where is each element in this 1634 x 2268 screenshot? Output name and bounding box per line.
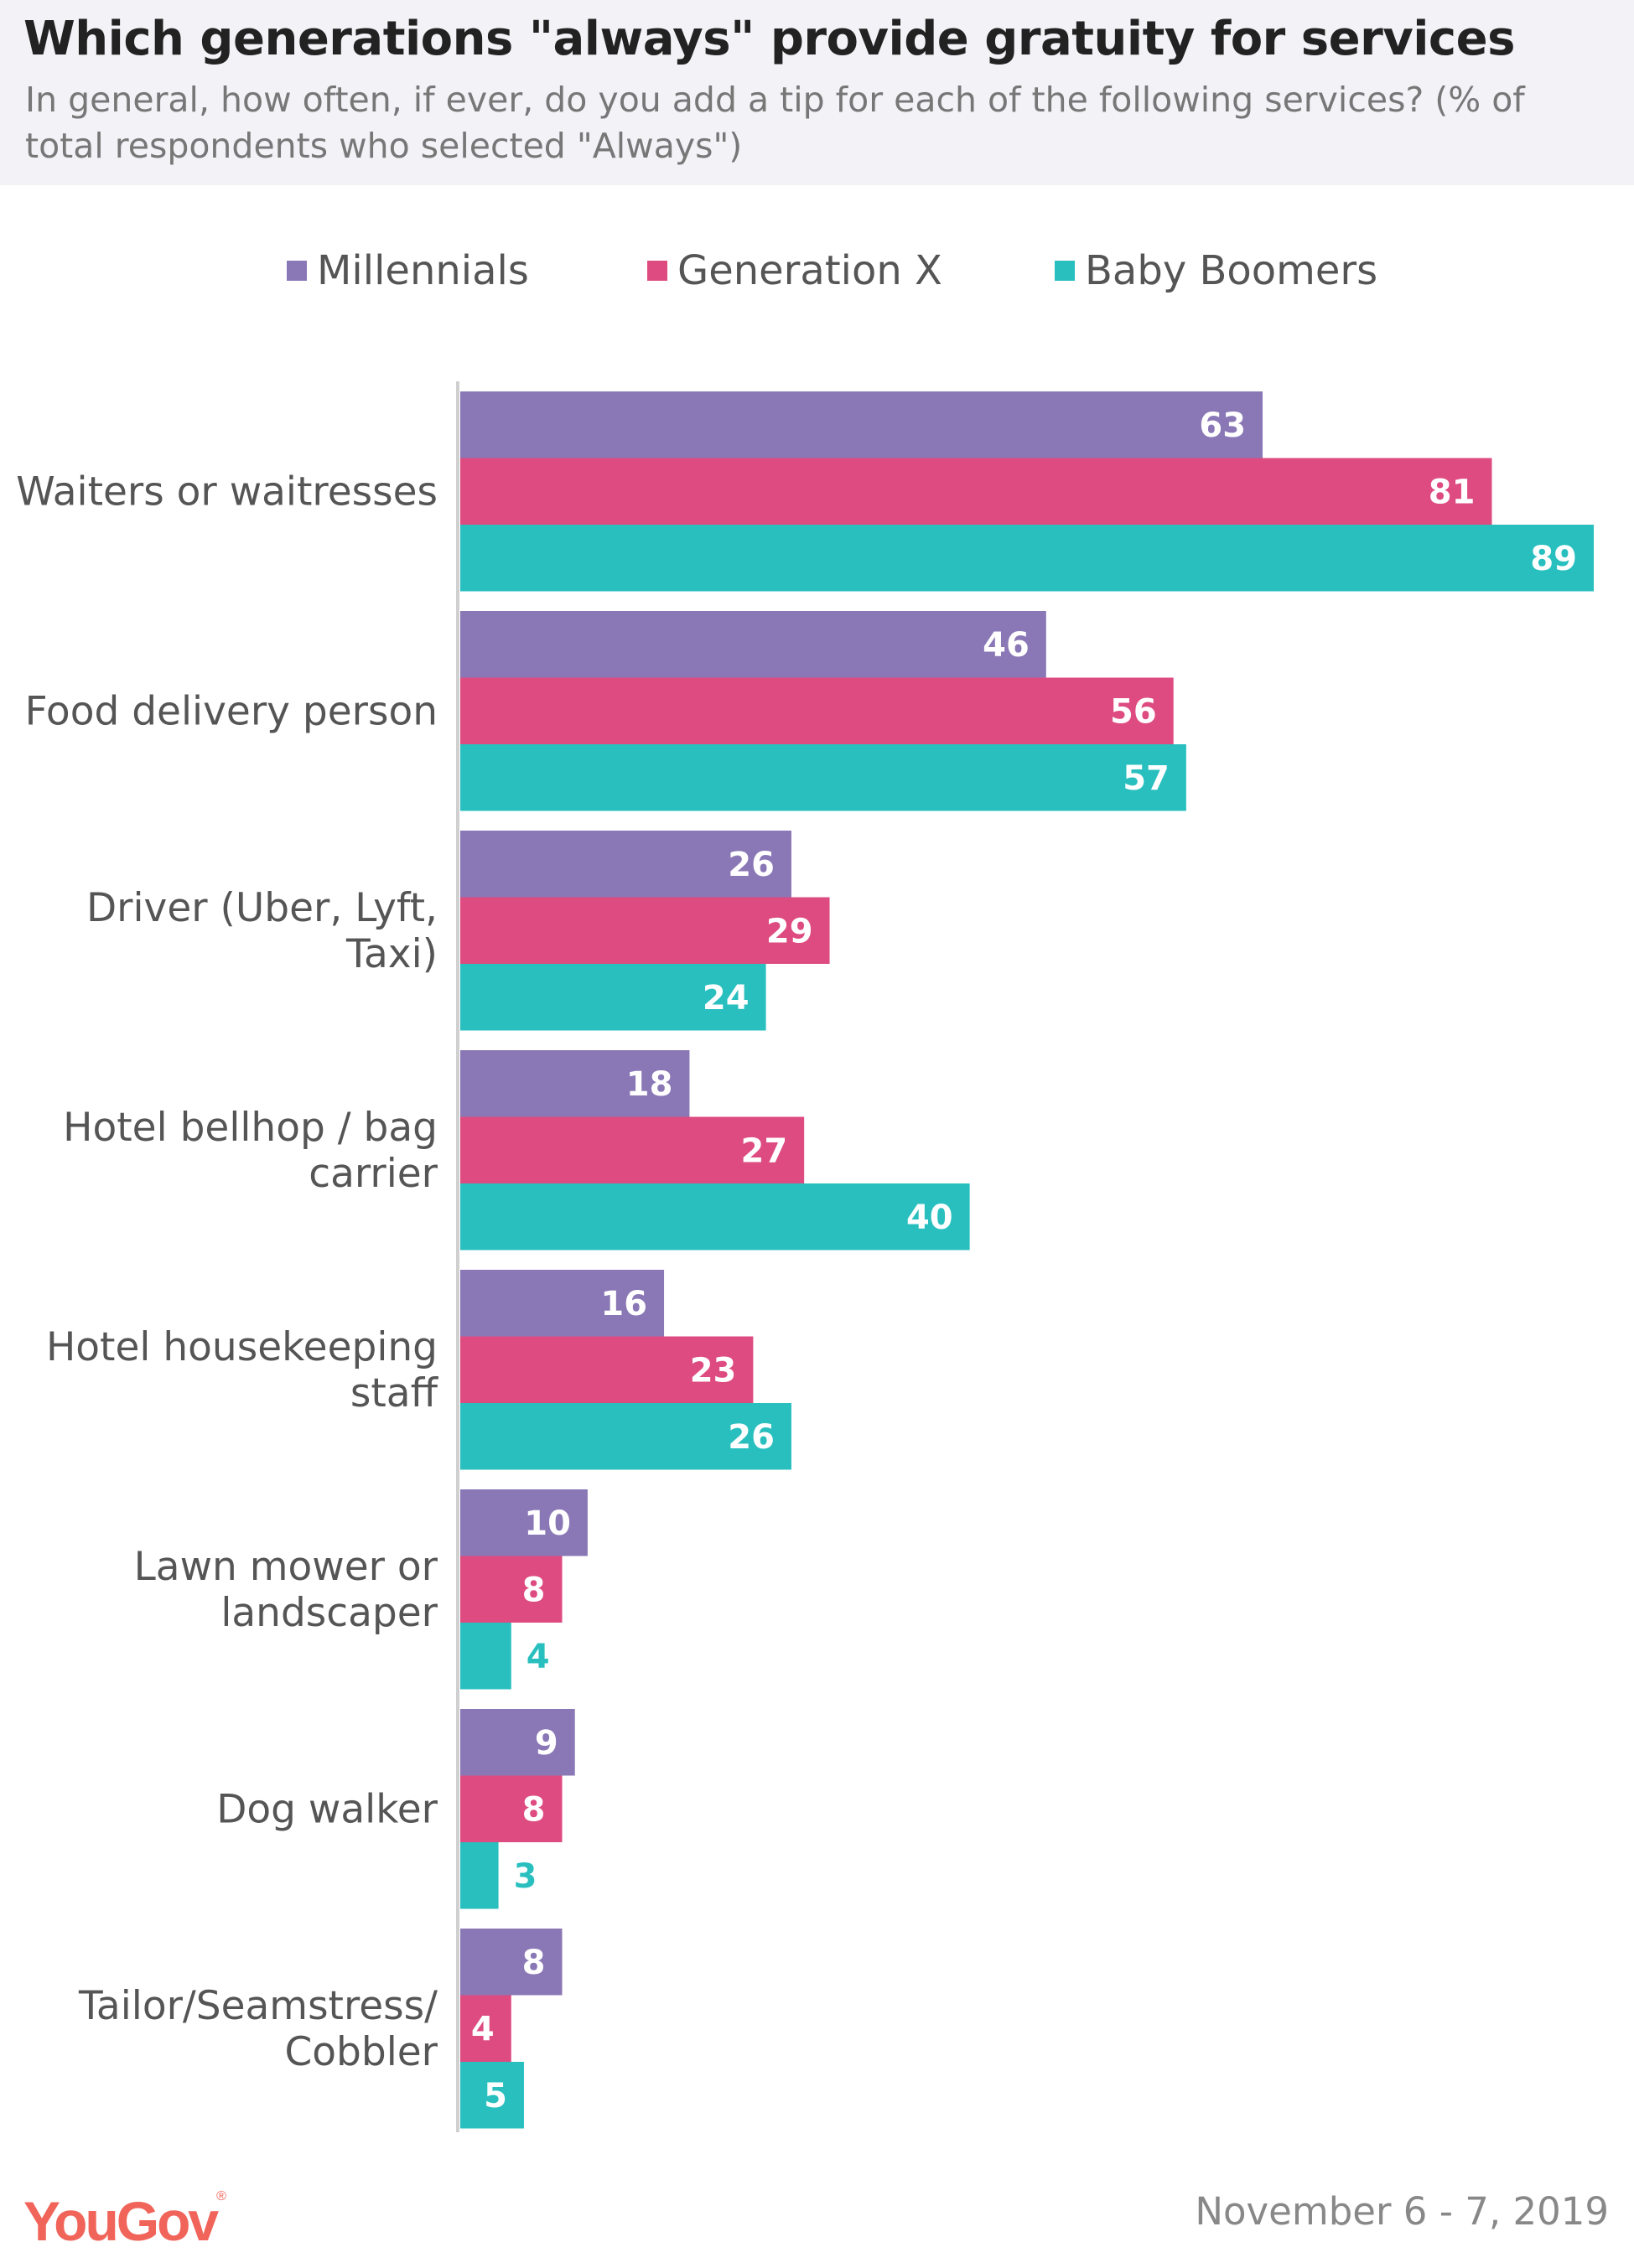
category-label: Cobbler bbox=[284, 2029, 438, 2075]
legend-label: Baby Boomers bbox=[1085, 247, 1378, 294]
category-label: Tailor/Seamstress/ bbox=[78, 1983, 438, 2029]
data-label: 8 bbox=[522, 1790, 546, 1829]
bar-millennials bbox=[460, 1270, 665, 1337]
category-label: Dog walker bbox=[216, 1786, 438, 1832]
bar-millennials bbox=[460, 1929, 563, 1996]
data-label: 26 bbox=[728, 846, 775, 884]
data-label: 8 bbox=[522, 1571, 546, 1609]
data-label: 16 bbox=[600, 1285, 647, 1323]
logo-text: YouGov bbox=[23, 2190, 219, 2252]
data-label: 63 bbox=[1199, 406, 1246, 445]
data-label: 57 bbox=[1123, 759, 1170, 798]
bar-baby-boomers bbox=[460, 2062, 524, 2129]
legend-item-millennials: Millennials bbox=[287, 247, 529, 294]
category-label: Lawn mower or bbox=[134, 1544, 438, 1590]
bar-generation-x bbox=[460, 1116, 805, 1183]
data-label: 4 bbox=[527, 1638, 550, 1676]
bar-millennials bbox=[460, 391, 1263, 458]
data-label: 10 bbox=[524, 1504, 571, 1543]
bar-generation-x bbox=[460, 677, 1174, 744]
bar-generation-x bbox=[460, 1775, 563, 1842]
category-label: staff bbox=[350, 1370, 439, 1416]
data-label: 24 bbox=[703, 979, 750, 1017]
survey-date: November 6 - 7, 2019 bbox=[1195, 2189, 1609, 2234]
legend-swatch bbox=[647, 261, 667, 281]
data-label: 29 bbox=[766, 912, 813, 950]
bar-baby-boomers bbox=[460, 964, 766, 1031]
legend-swatch bbox=[287, 261, 307, 281]
bar-millennials bbox=[460, 831, 791, 898]
data-label: 23 bbox=[690, 1351, 737, 1390]
data-label: 9 bbox=[535, 1724, 558, 1763]
bar-baby-boomers bbox=[460, 1403, 791, 1470]
bar-millennials bbox=[460, 1489, 588, 1556]
data-label: 40 bbox=[906, 1199, 953, 1237]
legend-item-baby-boomers: Baby Boomers bbox=[1055, 247, 1377, 294]
legend-label: Generation X bbox=[677, 247, 942, 294]
bar-generation-x bbox=[460, 897, 830, 964]
category-label: Hotel housekeeping bbox=[46, 1324, 438, 1370]
data-label: 56 bbox=[1110, 692, 1157, 731]
data-label: 46 bbox=[983, 626, 1030, 665]
bar-baby-boomers bbox=[460, 1183, 970, 1251]
category-label: landscaper bbox=[220, 1590, 438, 1636]
category-label: Food delivery person bbox=[25, 688, 438, 734]
bar-millennials bbox=[460, 611, 1046, 678]
chart-subtitle: In general, how often, if ever, do you a… bbox=[25, 80, 1525, 166]
data-label: 5 bbox=[484, 2077, 507, 2115]
bar-baby-boomers bbox=[460, 1842, 499, 1909]
bar-generation-x bbox=[460, 1556, 563, 1623]
bar-millennials bbox=[460, 1050, 690, 1117]
bar-generation-x bbox=[460, 1995, 511, 2062]
data-label: 18 bbox=[626, 1065, 673, 1104]
data-label: 27 bbox=[740, 1131, 787, 1170]
bar-baby-boomers bbox=[460, 744, 1186, 811]
data-label: 8 bbox=[522, 1944, 546, 1982]
category-label: carrier bbox=[309, 1151, 438, 1197]
data-label: 81 bbox=[1429, 473, 1476, 511]
category-label: Taxi) bbox=[345, 931, 438, 977]
bar-baby-boomers bbox=[460, 1623, 511, 1690]
bar-generation-x bbox=[460, 458, 1492, 525]
legend-label: Millennials bbox=[317, 247, 529, 294]
bar-baby-boomers bbox=[460, 525, 1594, 592]
data-label: 89 bbox=[1530, 540, 1577, 578]
yougov-logo: YouGov® bbox=[23, 2189, 226, 2252]
category-label: Hotel bellhop / bag bbox=[63, 1105, 438, 1151]
bar-millennials bbox=[460, 1709, 575, 1776]
header: Which generations "always" provide gratu… bbox=[0, 0, 1634, 185]
category-label: Waiters or waitresses bbox=[16, 469, 438, 515]
data-label: 4 bbox=[471, 2010, 495, 2048]
legend: Millennials Generation X Baby Boomers bbox=[0, 247, 1634, 298]
category-label: Driver (Uber, Lyft, bbox=[86, 885, 438, 931]
legend-item-generation-x: Generation X bbox=[647, 247, 942, 294]
data-label: 26 bbox=[728, 1418, 775, 1457]
bar-generation-x bbox=[460, 1336, 754, 1403]
chart-title: Which generations "always" provide gratu… bbox=[23, 12, 1515, 66]
data-label: 3 bbox=[514, 1857, 537, 1896]
legend-swatch bbox=[1055, 261, 1075, 281]
